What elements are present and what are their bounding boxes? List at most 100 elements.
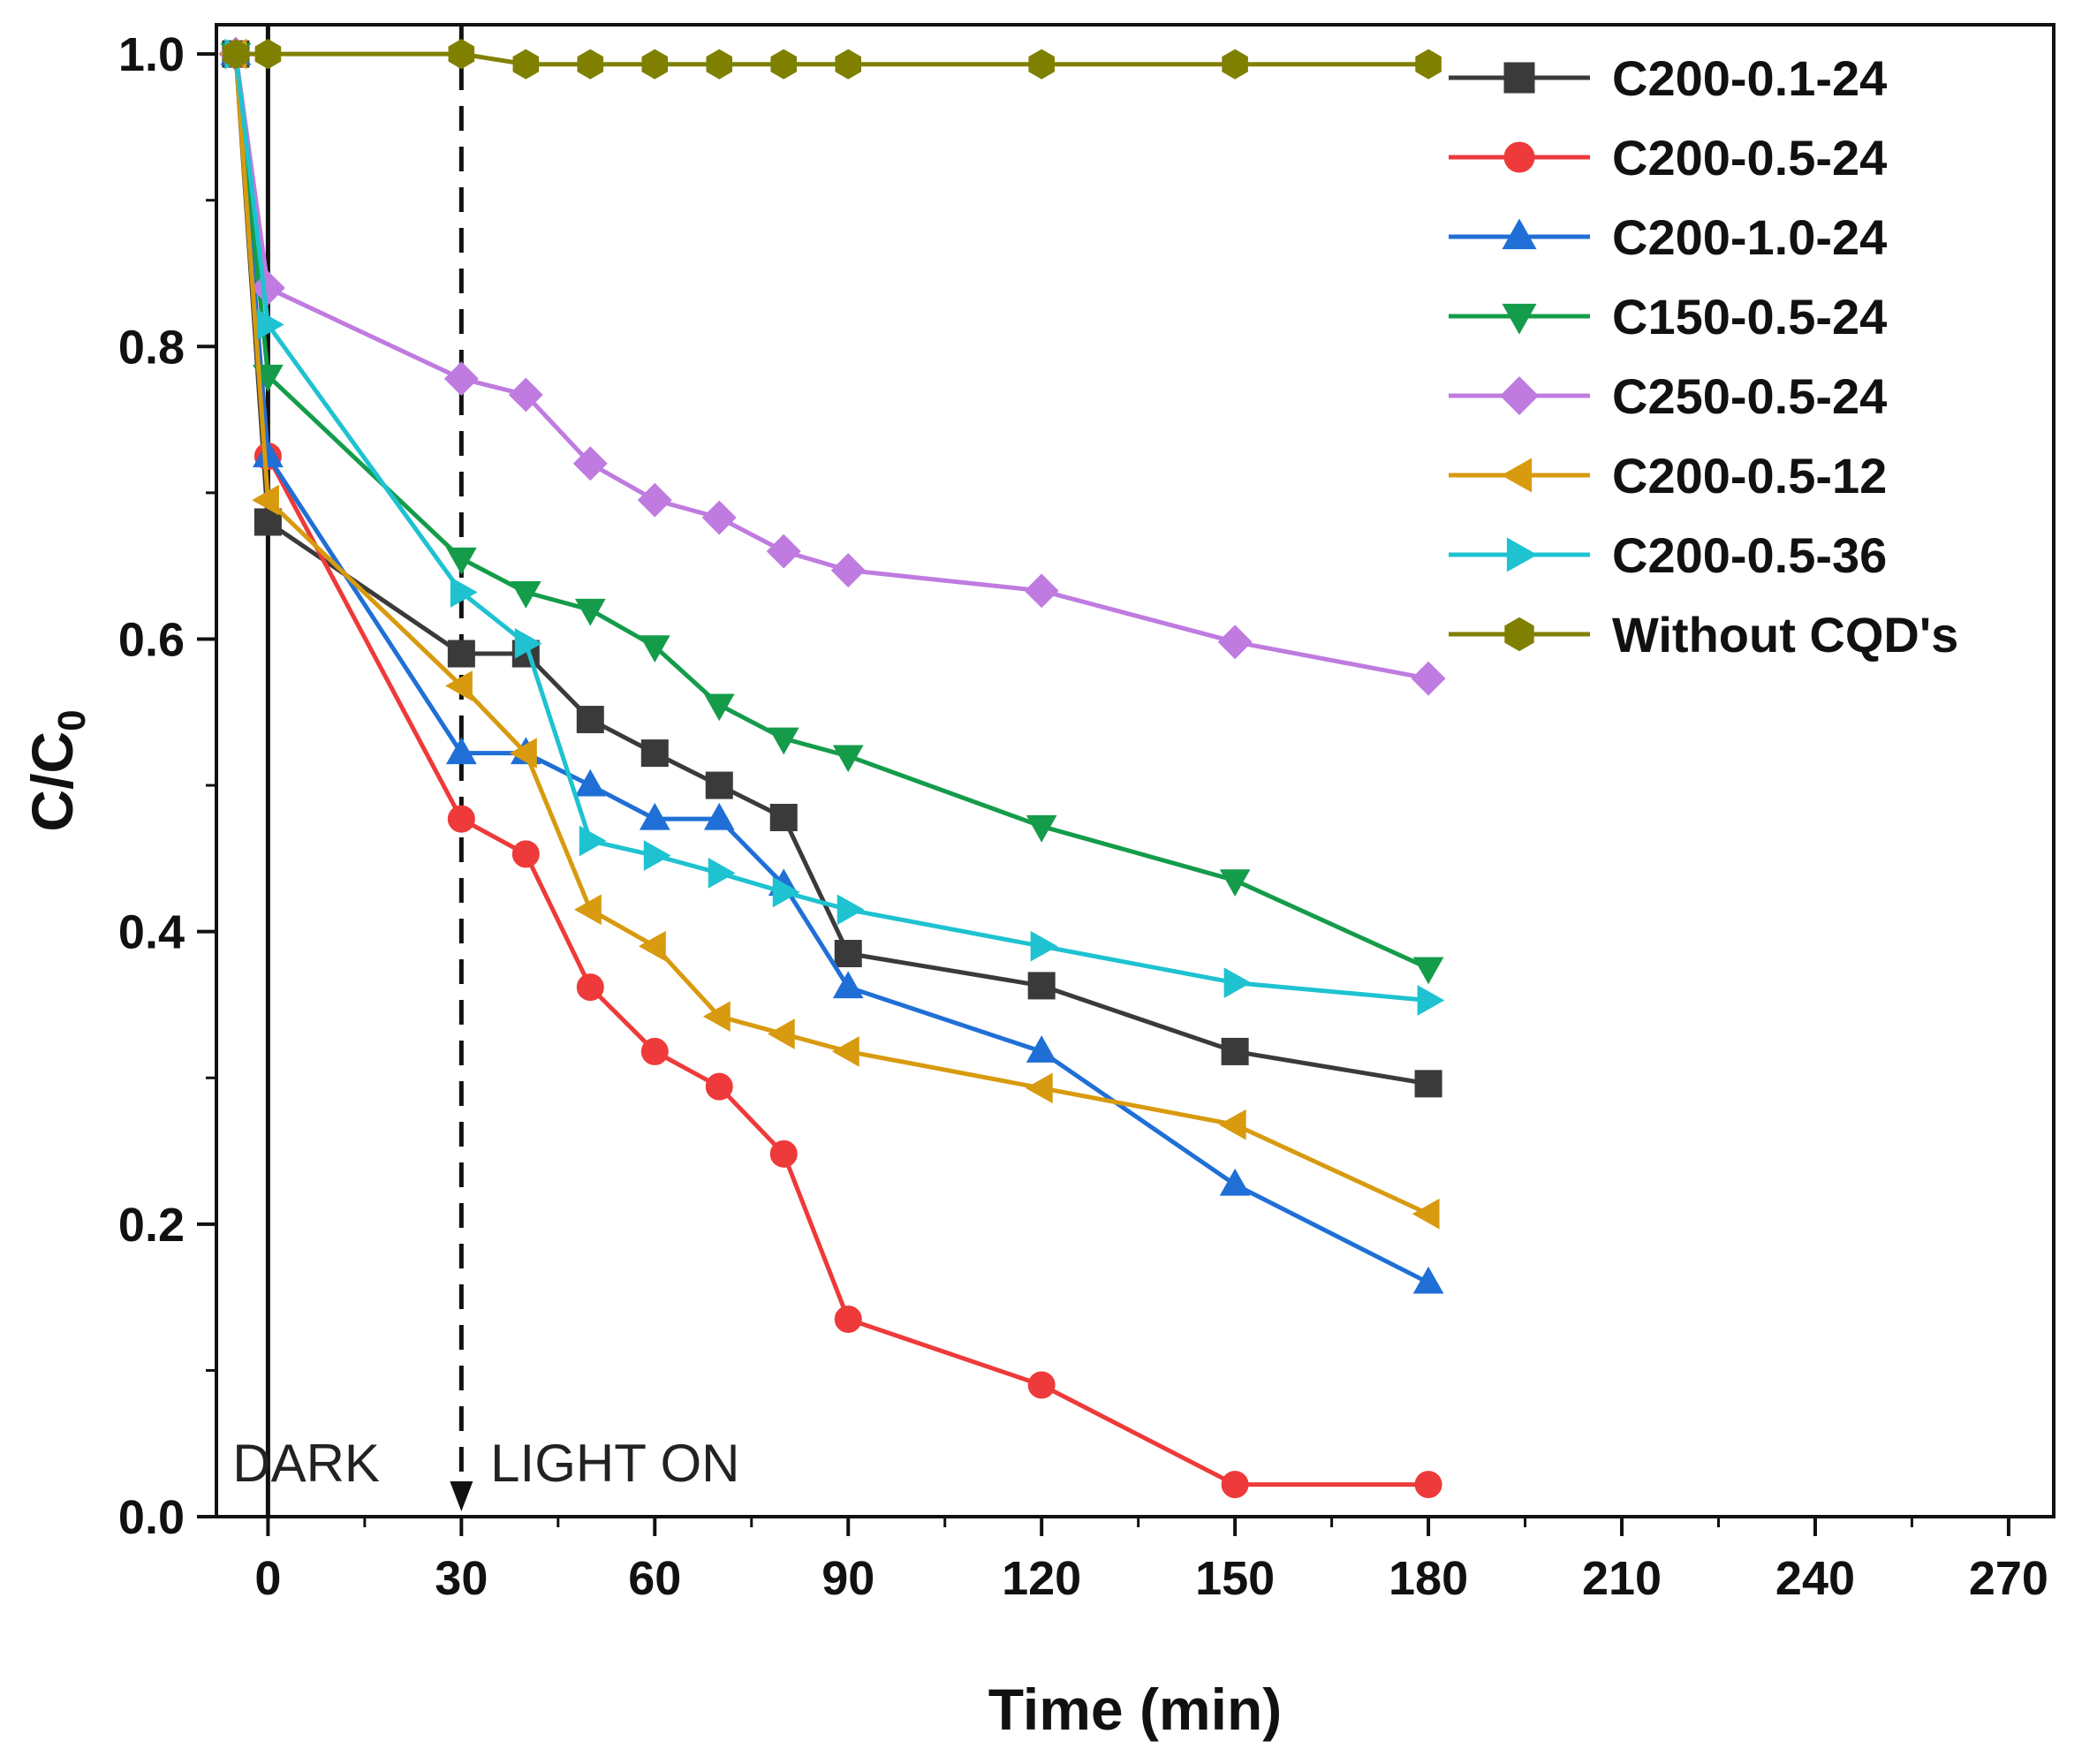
y-tick-label: 0.8 — [118, 321, 185, 374]
data-point — [641, 49, 669, 79]
data-point — [450, 577, 478, 608]
x-tick-label: 120 — [1002, 1552, 1081, 1605]
legend-item: C150-0.5-24 — [1449, 289, 1887, 344]
data-point — [702, 1001, 731, 1033]
data-point — [253, 440, 284, 467]
data-point — [637, 482, 672, 518]
legend-item: C250-0.5-24 — [1449, 368, 1887, 424]
data-point — [254, 39, 282, 70]
data-point — [1411, 661, 1446, 696]
x-tick-label: 270 — [1969, 1552, 2048, 1605]
axes-layer: 0 30 60 90 120 150 180 210 240 270 0.0 0.2 0.4 0.6 0.8… — [118, 28, 2048, 1605]
data-point — [639, 635, 670, 663]
data-point — [572, 446, 608, 481]
data-point — [834, 939, 862, 967]
legend-label: C200-0.5-36 — [1612, 527, 1887, 583]
data-point — [705, 1072, 733, 1101]
data-point — [1412, 1266, 1444, 1294]
series-line — [235, 51, 1429, 67]
data-point — [445, 547, 477, 575]
y-tick-label: 1.0 — [118, 28, 185, 81]
data-point — [770, 49, 798, 79]
series-line — [233, 53, 1430, 1285]
data-point — [769, 803, 798, 831]
series-line — [233, 53, 1430, 971]
y-axis-title-main: C/C — [19, 731, 85, 832]
data-point — [1223, 967, 1252, 998]
y-tick-label: 0.4 — [118, 906, 185, 959]
legend-label: C200-0.5-12 — [1612, 448, 1887, 503]
dark-annotation: DARK — [232, 1434, 380, 1493]
data-point — [511, 840, 540, 868]
data-point — [514, 628, 542, 659]
legend-marker — [1502, 218, 1537, 250]
y-tick-label: 0.0 — [118, 1491, 185, 1544]
data-point — [831, 1036, 859, 1067]
data-point — [767, 1018, 795, 1049]
data-point — [832, 745, 864, 773]
legend-item: C200-0.5-12 — [1449, 448, 1887, 503]
x-tick-label: 30 — [435, 1552, 488, 1605]
legend-marker — [1500, 376, 1539, 415]
series-7 — [223, 39, 1442, 79]
legend-marker — [1504, 617, 1534, 652]
data-point — [1417, 985, 1445, 1016]
data-point — [252, 484, 279, 516]
light-on-annotation: LIGHT ON — [490, 1434, 739, 1493]
legend-item: Without CQD's — [1449, 607, 1958, 662]
legend-item: C200-0.5-24 — [1449, 130, 1887, 185]
data-point — [447, 805, 475, 833]
data-point — [1027, 1371, 1056, 1399]
data-point — [837, 894, 865, 926]
series-line — [233, 53, 1429, 681]
data-point — [1414, 1471, 1442, 1499]
data-point — [1027, 972, 1056, 1000]
data-point — [1222, 49, 1248, 79]
series-line — [233, 53, 1429, 1003]
data-point — [1217, 625, 1253, 660]
data-point — [577, 49, 604, 79]
data-point — [639, 802, 670, 830]
data-point — [772, 876, 800, 908]
legend: C200-0.1-24 C200-0.5-24 C200-1.0-24 C150-0.… — [1449, 50, 1958, 662]
series-line — [233, 53, 1429, 1086]
data-point — [574, 598, 606, 626]
data-point — [703, 802, 735, 830]
x-axis-title: Time (min) — [988, 1677, 1282, 1742]
legend-marker — [1503, 62, 1535, 94]
data-point — [574, 768, 606, 797]
data-point — [705, 771, 733, 799]
x-tick-label: 210 — [1582, 1552, 1662, 1605]
data-point — [1412, 957, 1444, 985]
data-point — [1221, 1037, 1249, 1065]
data-point — [832, 971, 864, 999]
data-point — [1024, 573, 1059, 609]
data-point — [512, 49, 540, 79]
legend-label: C150-0.5-24 — [1612, 289, 1887, 344]
data-point — [445, 737, 477, 765]
data-point — [640, 1037, 669, 1065]
legend-marker — [1502, 303, 1537, 335]
data-point — [445, 670, 473, 701]
legend-label: C200-0.1-24 — [1612, 50, 1887, 106]
data-point — [1219, 1168, 1251, 1196]
data-point — [706, 49, 733, 79]
data-point — [574, 894, 602, 926]
legend-label: C200-0.5-24 — [1612, 130, 1887, 185]
legend-item: C200-0.1-24 — [1449, 50, 1887, 106]
data-point — [448, 39, 475, 70]
x-tick-label: 180 — [1389, 1552, 1468, 1605]
data-point — [1218, 1109, 1246, 1140]
data-point — [703, 693, 735, 722]
data-point — [1412, 1198, 1440, 1230]
y-tick-label: 0.2 — [118, 1199, 185, 1252]
data-point — [639, 930, 666, 962]
data-point — [1025, 1072, 1053, 1104]
x-tick-label: 60 — [628, 1552, 681, 1605]
data-point — [223, 39, 249, 70]
data-point — [1028, 49, 1055, 79]
y-axis-title: C/C0 — [19, 709, 94, 831]
legend-marker — [1506, 537, 1538, 572]
x-tick-label: 90 — [821, 1552, 874, 1605]
